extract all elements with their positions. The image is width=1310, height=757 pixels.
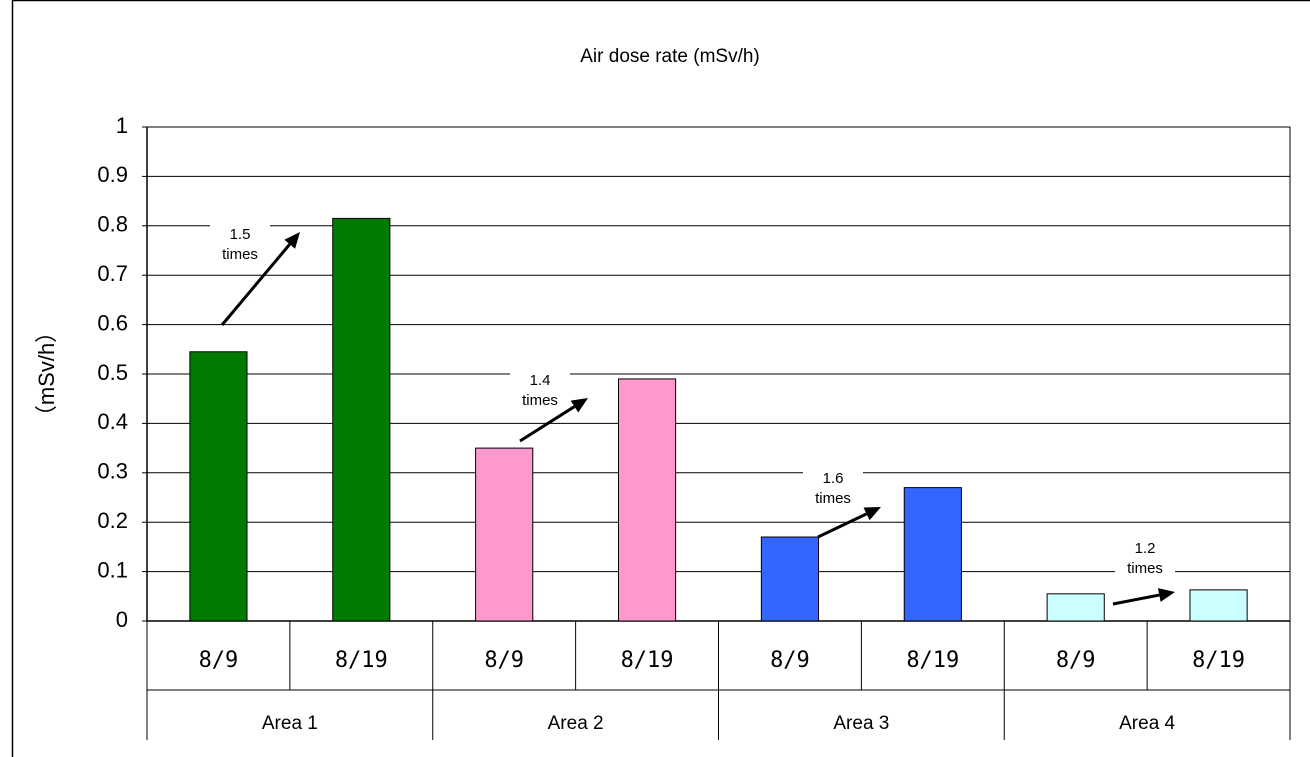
chart: Air dose rate (mSv/h) （mSv/h） 0 0.1 0.2 0.3…: [0, 0, 1310, 757]
x-tick-label: 8/9: [770, 648, 810, 673]
bar: [618, 379, 675, 621]
x-tick-label: 8/9: [1056, 648, 1096, 673]
group-label: Area 4: [1119, 713, 1175, 734]
bar: [761, 537, 818, 621]
bar: [1047, 594, 1104, 621]
x-tick-label: 8/19: [335, 648, 388, 673]
y-tick-label: 1: [116, 113, 128, 138]
annotation: 1.5: [230, 226, 251, 243]
annotation: times: [522, 392, 558, 409]
bar: [1190, 590, 1247, 621]
group-label: Area 3: [833, 713, 889, 734]
y-tick-label: 0.4: [97, 409, 128, 434]
y-tick-label: 0: [116, 607, 128, 632]
bar: [476, 448, 533, 621]
y-tick-label: 0.6: [97, 310, 128, 335]
bar: [904, 488, 961, 621]
y-tick-label: 0.5: [97, 360, 128, 385]
x-tick-label: 8/19: [621, 648, 674, 673]
annotation: 1.2: [1135, 540, 1156, 557]
y-tick-label: 0.7: [97, 261, 128, 286]
x-tick-label: 8/19: [906, 648, 959, 673]
page: {"chart_data": {"type": "bar", "title": …: [0, 0, 1310, 757]
y-tick-label: 0.8: [97, 212, 128, 237]
chart-title: Air dose rate (mSv/h): [580, 46, 760, 67]
annotation: times: [1127, 560, 1163, 577]
x-tick-label: 8/19: [1192, 648, 1245, 673]
annotation: 1.6: [823, 470, 844, 487]
x-tick-label: 8/9: [484, 648, 524, 673]
y-tick-label: 0.3: [97, 459, 128, 484]
group-label: Area 1: [262, 713, 318, 734]
y-axis-label: （mSv/h）: [34, 321, 59, 427]
y-tick-label: 0.2: [97, 508, 128, 533]
bar: [333, 218, 390, 621]
group-label: Area 2: [548, 713, 604, 734]
annotation: 1.4: [530, 372, 551, 389]
x-tick-label: 8/9: [199, 648, 239, 673]
annotation: times: [815, 490, 851, 507]
y-tick-label: 0.1: [97, 557, 128, 582]
bar: [190, 352, 247, 621]
y-tick-label: 0.9: [97, 162, 128, 187]
annotation: times: [222, 246, 258, 263]
